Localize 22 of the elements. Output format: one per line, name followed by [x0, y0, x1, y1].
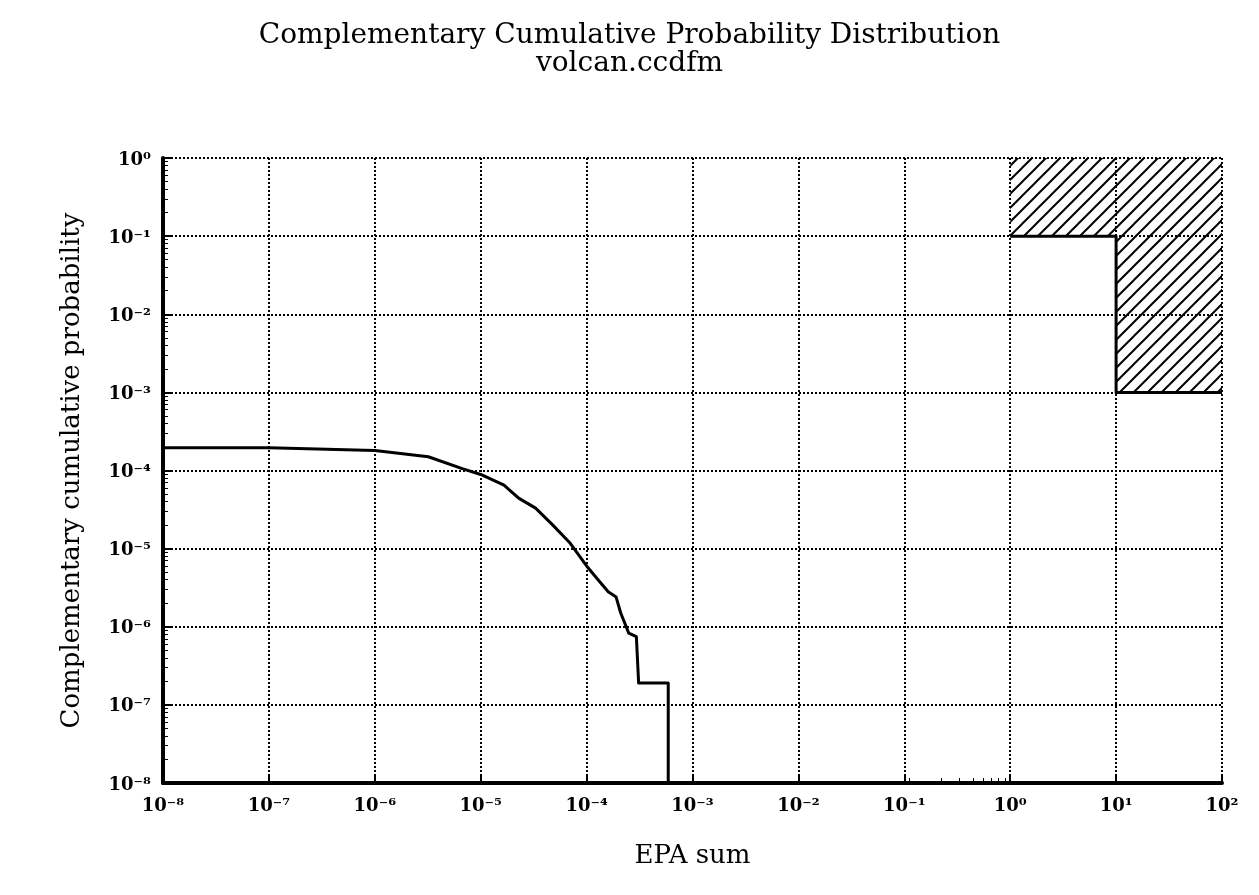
x-tick-label: 10⁻⁷: [247, 793, 291, 815]
y-tick-label: 10⁻¹: [108, 225, 151, 247]
y-tick-label: 10⁻⁷: [108, 694, 151, 716]
y-tick-label: 10⁻⁶: [108, 616, 152, 638]
x-tick-label: 10⁻²: [777, 793, 820, 815]
x-axis-title: EPA sum: [634, 839, 751, 869]
y-tick-label: 10⁻³: [108, 381, 152, 403]
x-tick-label: 10⁰: [993, 793, 1027, 815]
y-axis-title: Complementary cumulative probability: [55, 212, 85, 729]
y-tick-label: 10⁻²: [108, 303, 151, 325]
x-tick-label: 10¹: [1099, 793, 1133, 815]
x-tick-label: 10²: [1205, 793, 1239, 815]
x-tick-label: 10⁻⁵: [459, 793, 503, 815]
y-tick-label: 10⁻⁸: [108, 772, 152, 794]
x-tick-label: 10⁻³: [671, 793, 714, 815]
x-tick-label: 10⁻⁴: [565, 793, 608, 815]
y-tick-label: 10⁰: [118, 147, 152, 169]
y-tick-label: 10⁻⁴: [108, 460, 152, 481]
x-tick-label: 10⁻⁶: [353, 793, 397, 815]
x-tick-label: 10⁻¹: [883, 793, 926, 815]
x-tick-label: 10⁻⁸: [141, 793, 185, 815]
y-tick-label: 10⁻⁵: [108, 538, 152, 560]
